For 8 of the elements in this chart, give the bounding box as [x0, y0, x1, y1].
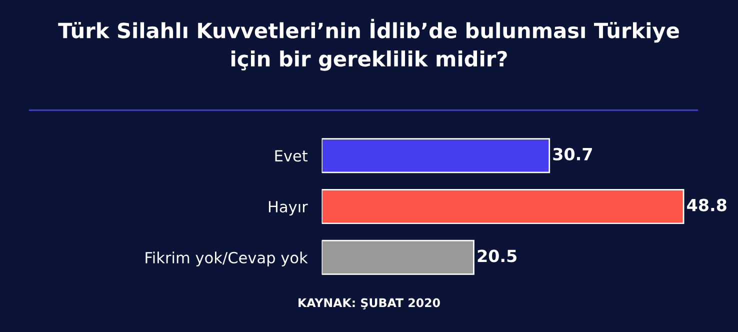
data-label: 30.7 [553, 148, 592, 160]
text: KAYNAK: ŞUBAT 2020 [298, 298, 440, 310]
y-tick-label: Evet [275, 150, 308, 162]
data-label: 48.8 [687, 198, 726, 212]
chart-title: Türk Silahlı Kuvvetleri’nin İdlib’de bulunması Türkiye için bir gereklilik midir? [58, 18, 679, 71]
y-tick-label: Fikrim yok/Cevap yok [146, 252, 308, 266]
y-tick-label: Hayır [268, 201, 308, 216]
data-label: 20.5 [478, 250, 516, 262]
